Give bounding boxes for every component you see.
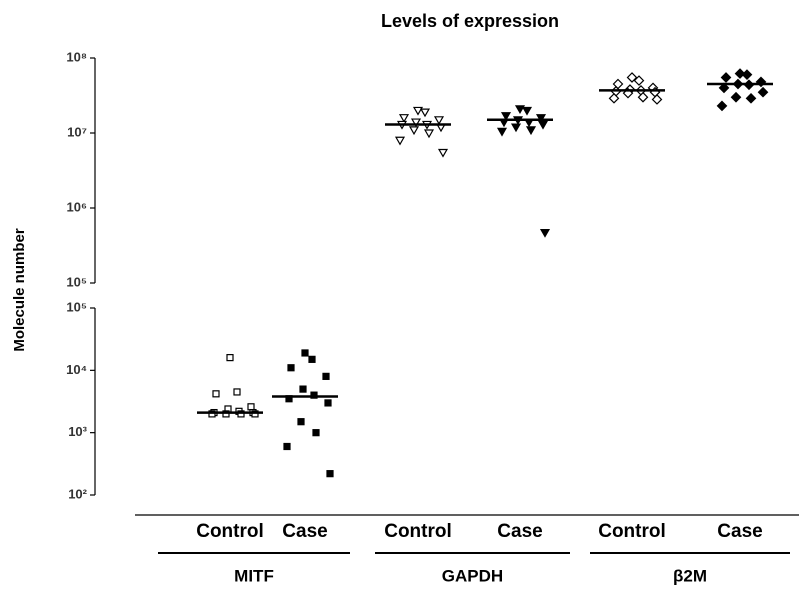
point (222, 410, 230, 418)
point (716, 100, 728, 112)
point (299, 385, 307, 393)
point (539, 228, 551, 238)
point (500, 112, 512, 121)
group-label: β2M (673, 566, 707, 585)
x-tick-label: Case (497, 521, 542, 542)
point (535, 114, 547, 123)
point (398, 114, 410, 123)
y-tick-label: 10⁵ (66, 274, 87, 289)
point (510, 123, 522, 133)
point (308, 355, 316, 363)
point (514, 105, 526, 115)
point (496, 127, 508, 137)
point (233, 388, 241, 396)
point (247, 403, 255, 411)
point (633, 75, 645, 86)
point (608, 92, 620, 104)
x-tick-label: Control (384, 521, 452, 542)
point (408, 126, 420, 136)
point (637, 91, 649, 103)
x-tick-label: Case (717, 521, 762, 542)
point (521, 106, 533, 116)
point (324, 399, 332, 407)
point (525, 126, 537, 136)
y-axis-label: Molecule number (11, 228, 28, 352)
x-tick-label: Control (196, 521, 264, 542)
point (312, 429, 320, 437)
y-tick-label: 10² (68, 486, 87, 501)
y-tick-label: 10⁷ (67, 124, 87, 139)
y-tick-label: 10⁵ (66, 299, 87, 314)
point (287, 364, 295, 372)
y-tick-label: 10⁶ (67, 199, 87, 214)
point (718, 82, 730, 94)
group-label: GAPDH (442, 566, 503, 585)
point (394, 136, 406, 146)
point (301, 349, 309, 357)
point (326, 470, 334, 478)
point (410, 118, 422, 128)
point (419, 108, 431, 118)
point (720, 72, 732, 83)
x-tick-label: Case (282, 521, 327, 542)
point (626, 72, 638, 83)
x-tick-label: Control (598, 521, 666, 542)
y-tick-label: 10⁸ (66, 49, 87, 64)
y-tick-label: 10³ (68, 424, 87, 439)
point (412, 106, 424, 116)
y-tick-label: 10⁴ (66, 362, 87, 377)
point (745, 92, 757, 104)
point (297, 418, 305, 426)
point (208, 410, 216, 418)
point (212, 390, 220, 398)
point (310, 391, 318, 399)
point (734, 68, 746, 79)
point (226, 354, 234, 362)
point (283, 442, 291, 451)
point (730, 91, 742, 103)
point (322, 372, 330, 380)
chart-title: Levels of expression (381, 11, 559, 31)
point (437, 148, 449, 158)
point (433, 116, 445, 126)
group-label: MITF (234, 566, 274, 585)
point (251, 410, 259, 418)
point (651, 94, 663, 105)
point (537, 120, 549, 130)
point (741, 69, 753, 80)
point (423, 129, 435, 139)
point (237, 410, 245, 418)
point (757, 86, 769, 98)
